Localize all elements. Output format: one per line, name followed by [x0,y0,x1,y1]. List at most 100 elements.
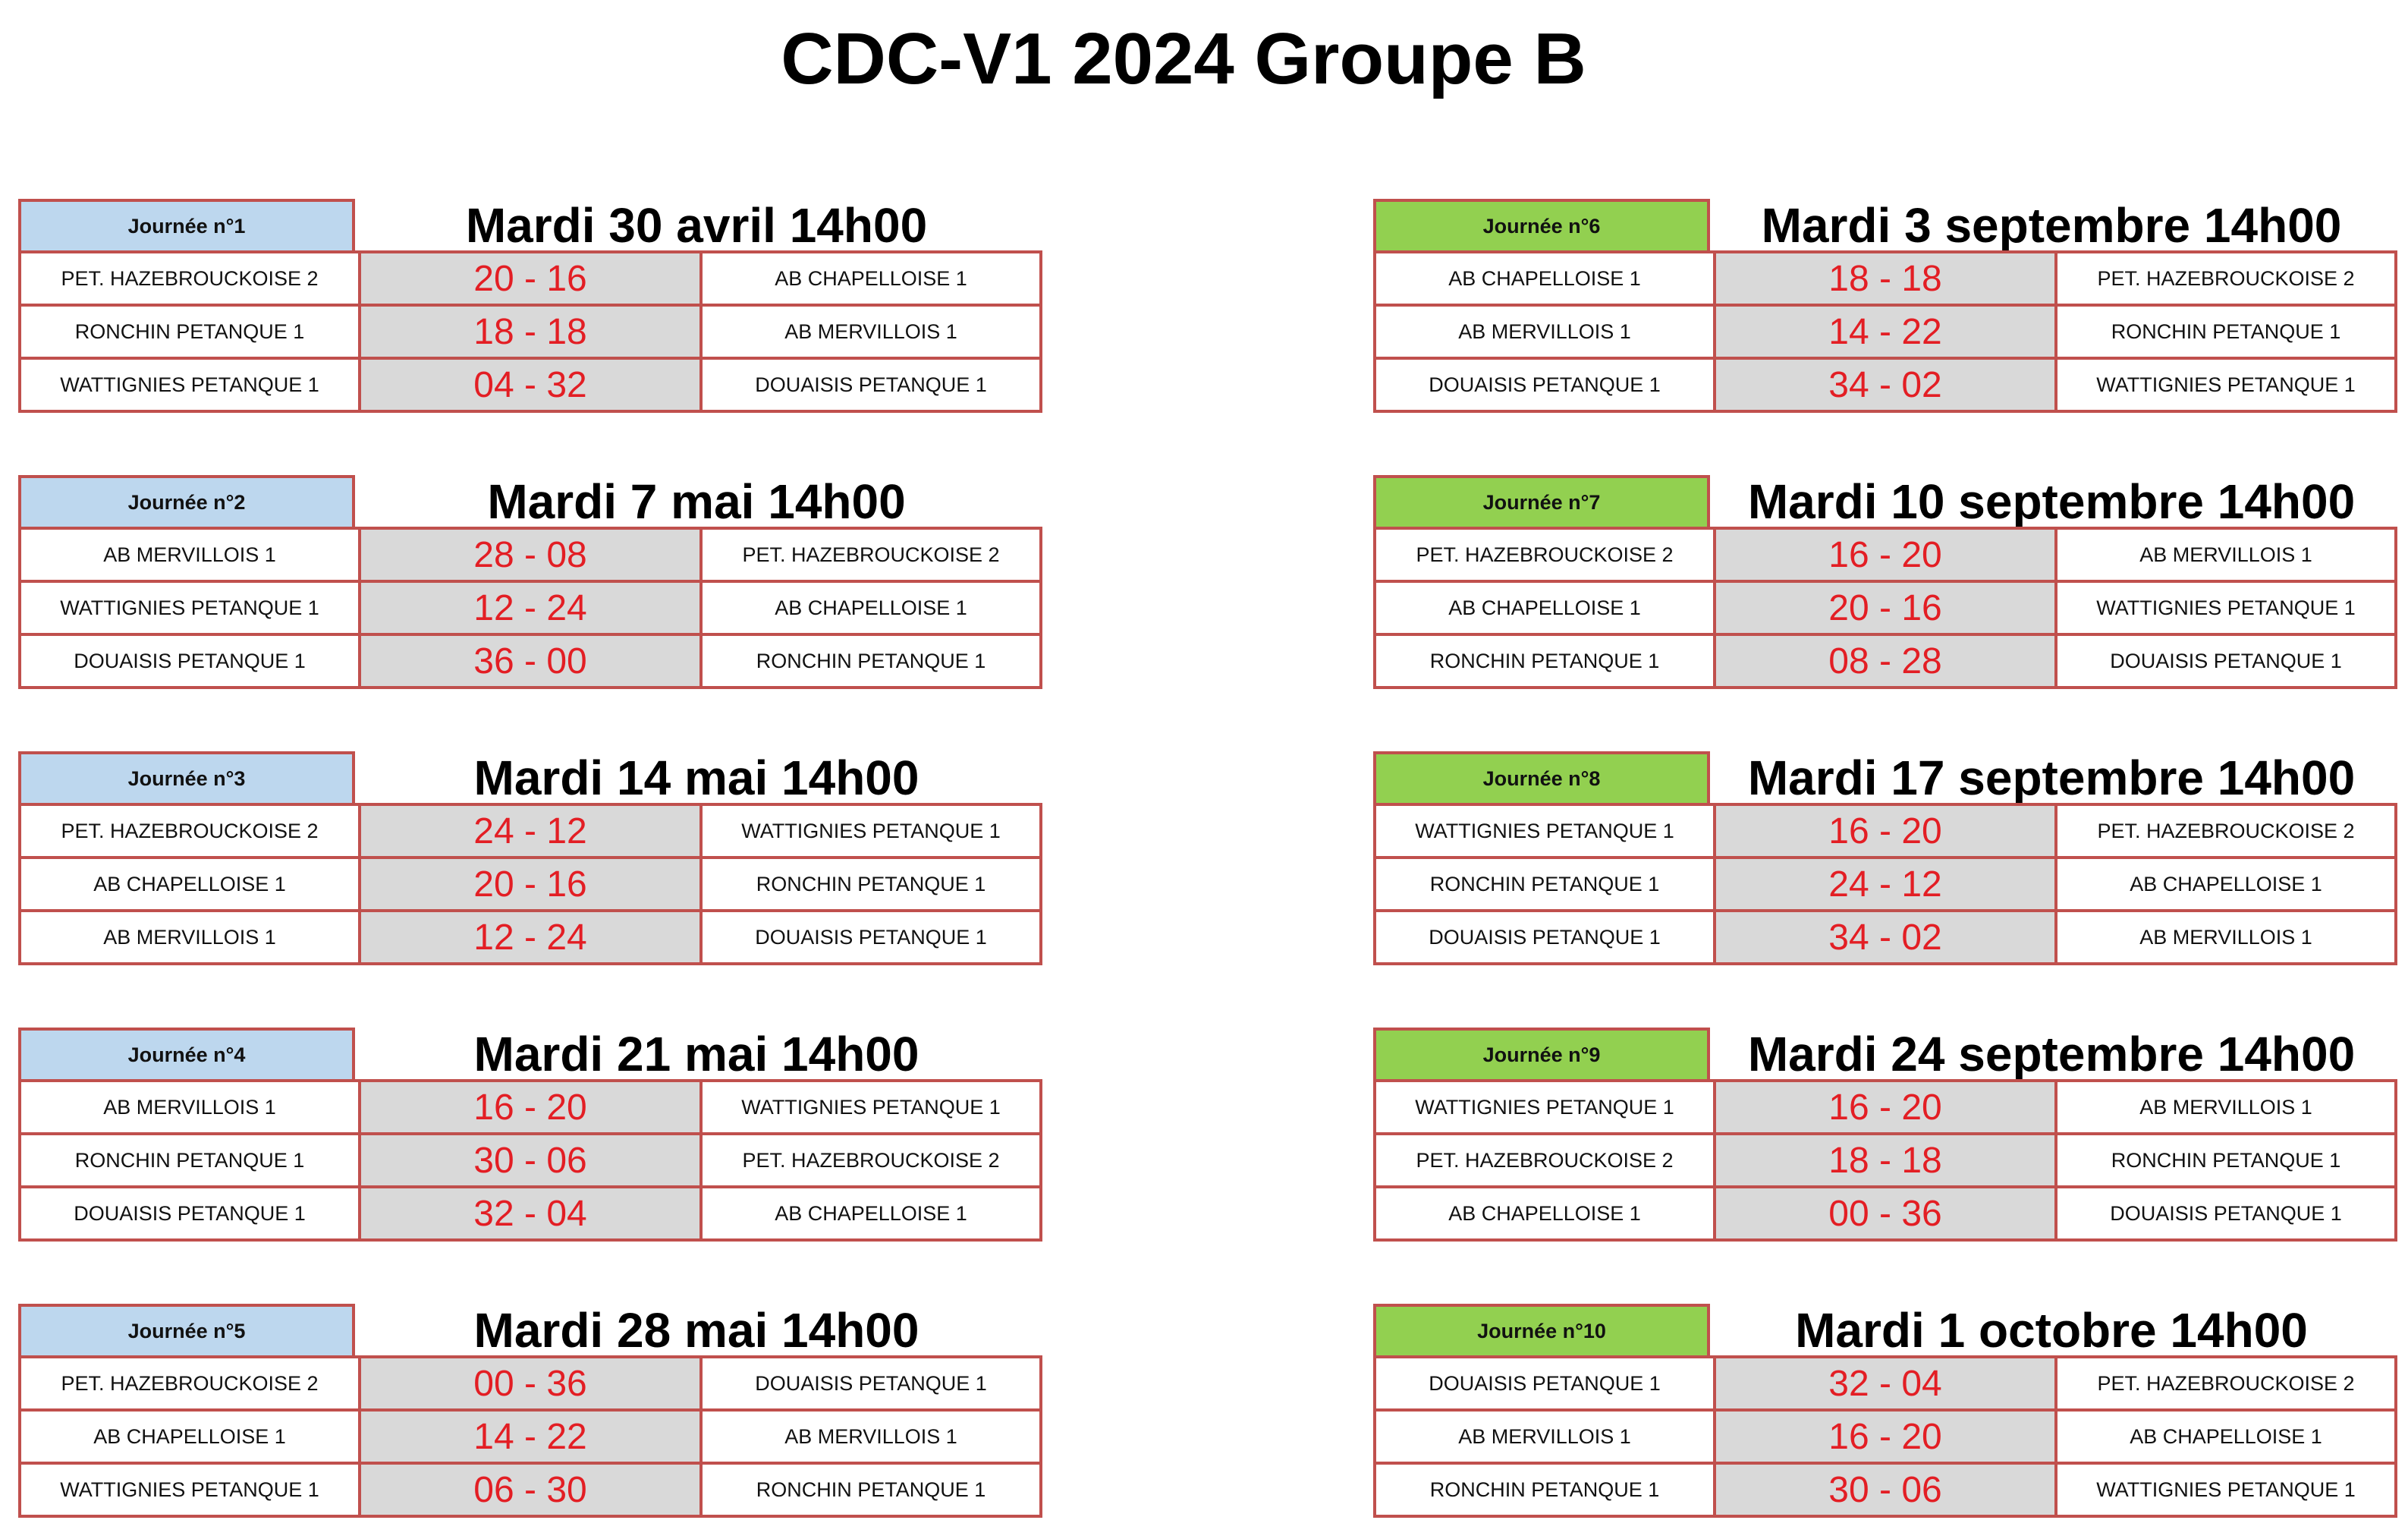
round-label: Journée n°5 [18,1304,355,1358]
match-row: WATTIGNIES PETANQUE 1 12 - 24 AB CHAPELLOI… [18,580,1042,636]
match-score: 30 - 06 [358,1132,703,1188]
match-score: 16 - 20 [1713,527,2057,583]
matches-table: DOUAISIS PETANQUE 1 32 - 04 PET. HAZEBROUC… [1373,1355,2397,1518]
away-team: RONCHIN PETANQUE 1 [2054,304,2397,360]
home-team: WATTIGNIES PETANQUE 1 [1373,1079,1716,1135]
match-score: 16 - 20 [1713,803,2057,859]
round-label: Journée n°4 [18,1028,355,1082]
round-label: Journée n°6 [1373,199,1710,253]
round-label: Journée n°7 [1373,475,1710,530]
match-score: 32 - 04 [358,1185,703,1242]
match-score: 14 - 22 [358,1408,703,1465]
home-team: AB MERVILLOIS 1 [1373,1408,1716,1465]
match-row: AB CHAPELLOISE 1 20 - 16 WATTIGNIES PETANQ… [1373,580,2397,636]
match-row: AB MERVILLOIS 1 12 - 24 DOUAISIS PETANQUE … [18,909,1042,965]
away-team: AB MERVILLOIS 1 [2054,909,2397,965]
match-score: 00 - 36 [1713,1185,2057,1242]
away-team: PET. HAZEBROUCKOISE 2 [2054,803,2397,859]
away-team: AB CHAPELLOISE 1 [699,250,1042,307]
away-team: DOUAISIS PETANQUE 1 [699,1355,1042,1412]
round-block: Journée n°3 Mardi 14 mai 14h00 PET. HAZEBR… [18,751,1042,976]
match-row: PET. HAZEBROUCKOISE 2 16 - 20 AB MERVILLOI… [1373,527,2397,583]
away-team: DOUAISIS PETANQUE 1 [2054,633,2397,689]
round-label: Journée n°1 [18,199,355,253]
home-team: AB CHAPELLOISE 1 [1373,250,1716,307]
match-row: AB CHAPELLOISE 1 14 - 22 AB MERVILLOIS 1 [18,1408,1042,1465]
away-team: WATTIGNIES PETANQUE 1 [699,1079,1042,1135]
matches-table: AB MERVILLOIS 1 16 - 20 WATTIGNIES PETANQU… [18,1079,1042,1242]
home-team: DOUAISIS PETANQUE 1 [1373,909,1716,965]
home-team: AB MERVILLOIS 1 [18,1079,361,1135]
home-team: PET. HAZEBROUCKOISE 2 [18,1355,361,1412]
home-team: AB CHAPELLOISE 1 [1373,1185,1716,1242]
match-row: DOUAISIS PETANQUE 1 32 - 04 AB CHAPELLOISE… [18,1185,1042,1242]
match-score: 20 - 16 [358,856,703,912]
match-score: 24 - 12 [358,803,703,859]
away-team: AB MERVILLOIS 1 [699,1408,1042,1465]
match-row: RONCHIN PETANQUE 1 30 - 06 PET. HAZEBROUCK… [18,1132,1042,1188]
round-label: Journée n°2 [18,475,355,530]
away-team: WATTIGNIES PETANQUE 1 [2054,1462,2397,1518]
round-date: Mardi 28 mai 14h00 [473,1303,920,1358]
home-team: DOUAISIS PETANQUE 1 [18,1185,361,1242]
match-row: RONCHIN PETANQUE 1 18 - 18 AB MERVILLOIS 1 [18,304,1042,360]
round-label: Journée n°3 [18,751,355,806]
match-score: 06 - 30 [358,1462,703,1518]
round-block: Journée n°2 Mardi 7 mai 14h00 AB MERVILLOI… [18,474,1042,700]
matches-table: PET. HAZEBROUCKOISE 2 16 - 20 AB MERVILLOI… [1373,527,2397,689]
away-team: PET. HAZEBROUCKOISE 2 [2054,250,2397,307]
home-team: AB MERVILLOIS 1 [18,527,361,583]
matches-table: PET. HAZEBROUCKOISE 2 00 - 36 DOUAISIS PET… [18,1355,1042,1518]
round-block: Journée n°5 Mardi 28 mai 14h00 PET. HAZEBR… [18,1303,1042,1528]
round-block: Journée n°6 Mardi 3 septembre 14h00 AB CHA… [1373,198,2397,423]
round-date: Mardi 21 mai 14h00 [473,1027,920,1081]
match-score: 32 - 04 [1713,1355,2057,1412]
match-row: DOUAISIS PETANQUE 1 36 - 00 RONCHIN PETANQ… [18,633,1042,689]
round-block: Journée n°1 Mardi 30 avril 14h00 PET. HAZE… [18,198,1042,423]
away-team: WATTIGNIES PETANQUE 1 [2054,357,2397,413]
home-team: RONCHIN PETANQUE 1 [1373,1462,1716,1518]
away-team: AB CHAPELLOISE 1 [699,1185,1042,1242]
match-row: AB CHAPELLOISE 1 20 - 16 RONCHIN PETANQUE … [18,856,1042,912]
match-score: 24 - 12 [1713,856,2057,912]
matches-table: AB MERVILLOIS 1 28 - 08 PET. HAZEBROUCKOIS… [18,527,1042,689]
away-team: AB CHAPELLOISE 1 [2054,856,2397,912]
match-score: 34 - 02 [1713,909,2057,965]
match-row: DOUAISIS PETANQUE 1 34 - 02 WATTIGNIES PET… [1373,357,2397,413]
away-team: PET. HAZEBROUCKOISE 2 [699,1132,1042,1188]
round-block: Journée n°8 Mardi 17 septembre 14h00 WATTI… [1373,751,2397,976]
match-score: 18 - 18 [358,304,703,360]
round-date: Mardi 1 octobre 14h00 [1795,1303,2308,1358]
away-team: AB MERVILLOIS 1 [2054,527,2397,583]
match-row: AB MERVILLOIS 1 16 - 20 WATTIGNIES PETANQU… [18,1079,1042,1135]
match-row: PET. HAZEBROUCKOISE 2 20 - 16 AB CHAPELLOI… [18,250,1042,307]
away-team: DOUAISIS PETANQUE 1 [2054,1185,2397,1242]
away-team: DOUAISIS PETANQUE 1 [699,357,1042,413]
match-row: RONCHIN PETANQUE 1 24 - 12 AB CHAPELLOISE … [1373,856,2397,912]
home-team: DOUAISIS PETANQUE 1 [1373,357,1716,413]
round-label: Journée n°10 [1373,1304,1710,1358]
match-score: 16 - 20 [1713,1079,2057,1135]
round-date: Mardi 3 septembre 14h00 [1761,198,2342,253]
home-team: RONCHIN PETANQUE 1 [1373,856,1716,912]
match-row: AB MERVILLOIS 1 28 - 08 PET. HAZEBROUCKOIS… [18,527,1042,583]
match-row: DOUAISIS PETANQUE 1 34 - 02 AB MERVILLOIS … [1373,909,2397,965]
away-team: PET. HAZEBROUCKOISE 2 [699,527,1042,583]
match-row: WATTIGNIES PETANQUE 1 06 - 30 RONCHIN PETA… [18,1462,1042,1518]
match-row: PET. HAZEBROUCKOISE 2 00 - 36 DOUAISIS PET… [18,1355,1042,1412]
away-team: AB MERVILLOIS 1 [699,304,1042,360]
match-score: 14 - 22 [1713,304,2057,360]
match-row: AB CHAPELLOISE 1 18 - 18 PET. HAZEBROUCKOI… [1373,250,2397,307]
away-team: AB CHAPELLOISE 1 [699,580,1042,636]
home-team: RONCHIN PETANQUE 1 [1373,633,1716,689]
match-score: 18 - 18 [1713,250,2057,307]
match-row: AB MERVILLOIS 1 16 - 20 AB CHAPELLOISE 1 [1373,1408,2397,1465]
home-team: RONCHIN PETANQUE 1 [18,1132,361,1188]
match-score: 30 - 06 [1713,1462,2057,1518]
matches-table: PET. HAZEBROUCKOISE 2 24 - 12 WATTIGNIES P… [18,803,1042,965]
home-team: WATTIGNIES PETANQUE 1 [18,580,361,636]
matches-table: PET. HAZEBROUCKOISE 2 20 - 16 AB CHAPELLOI… [18,250,1042,413]
round-label: Journée n°8 [1373,751,1710,806]
match-row: AB MERVILLOIS 1 14 - 22 RONCHIN PETANQUE 1 [1373,304,2397,360]
round-date: Mardi 30 avril 14h00 [465,198,928,253]
